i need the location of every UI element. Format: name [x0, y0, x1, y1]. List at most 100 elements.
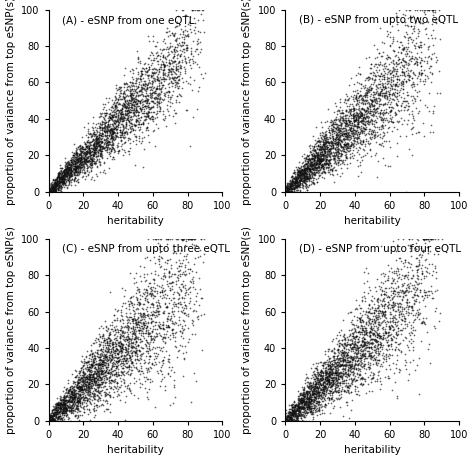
Point — [295, 388, 302, 395]
Point — [82, 381, 90, 388]
Point — [93, 147, 100, 154]
Point — [425, 269, 433, 276]
Point — [155, 95, 163, 103]
Point — [117, 134, 124, 141]
Point — [104, 138, 111, 145]
Point — [49, 417, 56, 425]
Point — [379, 296, 386, 304]
Point — [139, 120, 146, 128]
Point — [84, 125, 91, 133]
Point — [350, 151, 358, 159]
Point — [302, 180, 310, 188]
Point — [380, 106, 388, 113]
Point — [399, 69, 406, 76]
Point — [327, 347, 335, 354]
Point — [301, 173, 309, 180]
Point — [310, 390, 318, 397]
Point — [82, 160, 90, 168]
Point — [362, 151, 369, 159]
Point — [47, 188, 55, 195]
Point — [366, 82, 374, 89]
Point — [160, 272, 167, 279]
Point — [116, 318, 123, 325]
Point — [106, 149, 114, 157]
Point — [319, 381, 327, 389]
Point — [311, 154, 319, 161]
Point — [176, 46, 184, 53]
Point — [67, 402, 75, 409]
Point — [296, 408, 304, 416]
Point — [392, 328, 399, 336]
Point — [438, 235, 446, 242]
Point — [333, 347, 341, 354]
Point — [53, 401, 60, 408]
Point — [317, 165, 324, 173]
Point — [73, 386, 80, 394]
Point — [302, 172, 310, 180]
Point — [168, 327, 176, 334]
Point — [87, 400, 94, 407]
Point — [137, 77, 145, 84]
Point — [78, 142, 86, 150]
Point — [388, 118, 395, 125]
Point — [115, 366, 122, 373]
Point — [364, 277, 371, 284]
Point — [376, 89, 383, 97]
Point — [151, 75, 159, 83]
Point — [85, 384, 92, 391]
Point — [124, 322, 132, 329]
Point — [54, 415, 62, 423]
Point — [293, 413, 301, 420]
Point — [90, 414, 97, 421]
Point — [188, 235, 195, 242]
Point — [124, 298, 131, 305]
Point — [384, 53, 392, 60]
Point — [105, 95, 113, 102]
Point — [333, 123, 341, 130]
Point — [328, 376, 336, 384]
Point — [292, 183, 300, 191]
Point — [130, 102, 137, 109]
Point — [106, 152, 114, 159]
Point — [291, 402, 299, 409]
Point — [362, 110, 369, 118]
Point — [159, 107, 167, 114]
Point — [128, 95, 135, 102]
Point — [300, 177, 308, 184]
Point — [306, 400, 313, 407]
Point — [105, 349, 112, 356]
Point — [113, 358, 120, 365]
Point — [83, 374, 91, 381]
Point — [319, 161, 326, 168]
Point — [79, 367, 86, 375]
Point — [356, 108, 364, 116]
Point — [390, 91, 397, 98]
Point — [79, 375, 86, 382]
Point — [133, 75, 141, 83]
Point — [169, 363, 176, 371]
Point — [124, 82, 131, 89]
Point — [117, 126, 124, 134]
Point — [84, 379, 91, 387]
Point — [346, 126, 354, 134]
Point — [48, 414, 56, 421]
Point — [149, 77, 156, 85]
Point — [345, 371, 352, 378]
Point — [389, 305, 396, 313]
Point — [59, 174, 67, 181]
Point — [57, 174, 65, 182]
Point — [96, 355, 104, 363]
Point — [115, 119, 123, 127]
Point — [83, 377, 91, 384]
Point — [86, 371, 94, 378]
Point — [298, 171, 305, 178]
Point — [366, 310, 374, 317]
Point — [181, 317, 188, 325]
Point — [102, 327, 110, 334]
Point — [392, 330, 400, 337]
Point — [299, 404, 306, 411]
Point — [72, 165, 80, 172]
Point — [122, 120, 130, 128]
Point — [164, 291, 171, 298]
Point — [162, 323, 169, 331]
